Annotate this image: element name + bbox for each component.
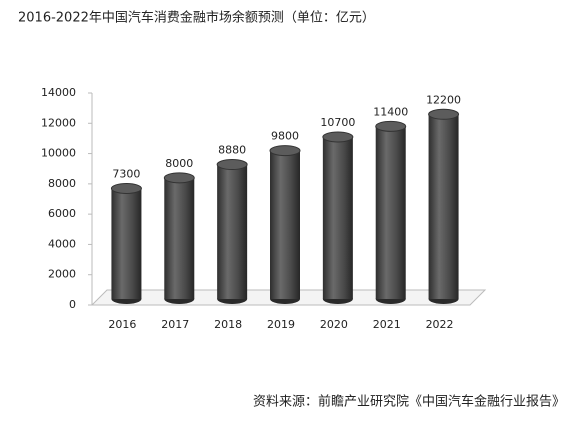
source: 资料来源：前瞻产业研究院《中国汽车金融行业报告》 xyxy=(253,394,565,410)
x-tick-label: 2021 xyxy=(373,318,401,331)
y-tick-label: 6000 xyxy=(48,207,76,220)
y-tick-label: 12000 xyxy=(41,116,76,129)
x-tick-label: 2019 xyxy=(267,318,295,331)
value-label: 8000 xyxy=(165,157,193,170)
bar xyxy=(322,136,353,299)
bar-top xyxy=(428,108,460,120)
bar xyxy=(375,126,406,299)
bar xyxy=(217,164,248,299)
y-tick-label: 4000 xyxy=(48,237,76,250)
value-label: 7300 xyxy=(112,167,140,180)
x-tick-label: 2017 xyxy=(161,318,189,331)
bar xyxy=(270,150,300,299)
bar xyxy=(111,188,142,299)
x-tick-label: 2016 xyxy=(108,318,136,331)
value-label: 8880 xyxy=(218,144,246,157)
y-tick-label: 14000 xyxy=(41,86,76,99)
y-tick-label: 10000 xyxy=(41,147,76,160)
chart-title: 2016-2022年中国汽车消费金融市场余额预测（单位：亿元） xyxy=(18,10,375,26)
bar xyxy=(164,177,195,299)
bar-top xyxy=(216,159,248,171)
y-tick-label: 8000 xyxy=(48,177,76,190)
bar-top xyxy=(322,131,354,143)
y-tick-label: 0 xyxy=(69,298,76,311)
bar xyxy=(428,114,459,299)
y-tick-label: 2000 xyxy=(48,268,76,281)
bar-top xyxy=(269,145,301,157)
x-tick-label: 2020 xyxy=(320,318,348,331)
bar-top xyxy=(110,182,142,194)
x-tick-label: 2022 xyxy=(426,318,454,331)
x-tick-label: 2018 xyxy=(214,318,242,331)
value-label: 9800 xyxy=(271,130,299,143)
value-label: 12200 xyxy=(426,93,461,106)
bar-top xyxy=(375,120,407,132)
value-label: 11400 xyxy=(373,105,408,118)
value-label: 10700 xyxy=(320,116,355,129)
bar-top xyxy=(163,172,195,184)
